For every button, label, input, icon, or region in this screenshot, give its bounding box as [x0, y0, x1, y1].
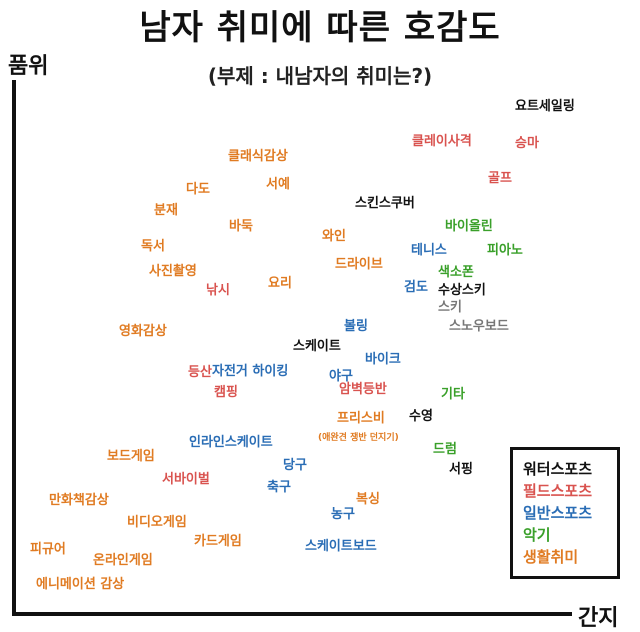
hobby-label: 검도 — [404, 280, 428, 295]
hobby-label: 클래식감상 — [228, 149, 288, 164]
legend-item: 일반스포츠 — [523, 504, 593, 522]
hobby-label: 드라이브 — [335, 257, 383, 272]
hobby-label: 낚시 — [206, 283, 230, 298]
hobby-label: 사진촬영 — [149, 264, 197, 279]
hobby-label: 바둑 — [229, 219, 253, 234]
hobby-label: 골프 — [488, 171, 512, 186]
hobby-label: 스케이트보드 — [305, 539, 377, 554]
y-axis-line — [12, 80, 16, 616]
legend-item: 필드스포츠 — [523, 482, 593, 500]
hobby-label: 요리 — [268, 276, 292, 291]
hobby-label: 농구 — [331, 507, 355, 522]
hobby-label: 스노우보드 — [449, 319, 509, 334]
hobby-label: 에니메이션 감상 — [36, 577, 125, 592]
hobby-label: 서바이벌 — [162, 472, 210, 487]
hobby-label: 보드게임 — [107, 449, 155, 464]
hobby-label: 당구 — [283, 458, 307, 473]
hobby-label: 수영 — [409, 409, 433, 424]
hobby-label: 피규어 — [30, 542, 66, 557]
hobby-label: 승마 — [515, 136, 539, 151]
hobby-label: 와인 — [322, 229, 346, 244]
hobby-label: 인라인스케이트 — [189, 435, 273, 450]
hobby-label: 프리스비 — [337, 411, 385, 426]
x-axis-line — [12, 612, 572, 616]
x-axis-label: 간지 — [578, 606, 619, 631]
hobby-label: 만화책감상 — [49, 493, 109, 508]
hobby-label: 서예 — [266, 177, 290, 192]
legend-item: 악기 — [523, 526, 551, 544]
legend-item: 워터스포츠 — [523, 460, 593, 478]
hobby-label: 온라인게임 — [93, 553, 153, 568]
legend-item: 생활취미 — [523, 548, 579, 566]
hobby-label: 스킨스쿠버 — [355, 196, 415, 211]
hobby-label: 암벽등반 — [339, 382, 387, 397]
hobby-label: 비디오게임 — [127, 515, 187, 530]
hobby-label: 영화감상 — [119, 324, 167, 339]
hobby-label: 복싱 — [356, 492, 380, 507]
y-axis-label: 품위 — [8, 54, 49, 79]
hobby-label: 다도 — [186, 182, 210, 197]
hobby-label: 테니스 — [411, 243, 447, 258]
hobby-label: 서핑 — [449, 462, 473, 477]
hobby-label: 축구 — [267, 480, 291, 495]
hobby-label: 카드게임 — [194, 534, 242, 549]
hobby-label: 드럼 — [433, 442, 457, 457]
hobby-label: 클레이사격 — [412, 134, 472, 149]
hobby-label: 바이크 — [365, 352, 401, 367]
hobby-label: 스키 — [438, 300, 462, 315]
hobby-label: 볼링 — [344, 319, 368, 334]
hobby-label: 분재 — [154, 203, 178, 218]
frisbee-note: (애완견 쟁반 던지기) — [318, 433, 399, 443]
hobby-label: 자전거 하이킹 — [212, 364, 289, 379]
hobby-label: 스케이트 — [293, 339, 341, 354]
hobby-label: 색소폰 — [438, 265, 474, 280]
hobby-label: 요트세일링 — [515, 99, 575, 114]
hobby-label: 등산 — [188, 365, 212, 380]
hobby-label: 야구 — [329, 369, 353, 384]
hobby-label: 바이올린 — [445, 219, 493, 234]
hobby-label: 피아노 — [487, 243, 523, 258]
chart-title: 남자 취미에 따른 호감도 — [139, 8, 501, 48]
hobby-label: 독서 — [141, 239, 165, 254]
chart-subtitle: (부제 : 내남자의 취미는?) — [207, 64, 433, 88]
hobby-label: 기타 — [441, 387, 465, 402]
hobby-label: 수상스키 — [438, 283, 486, 298]
hobby-label: 캠핑 — [214, 385, 238, 400]
